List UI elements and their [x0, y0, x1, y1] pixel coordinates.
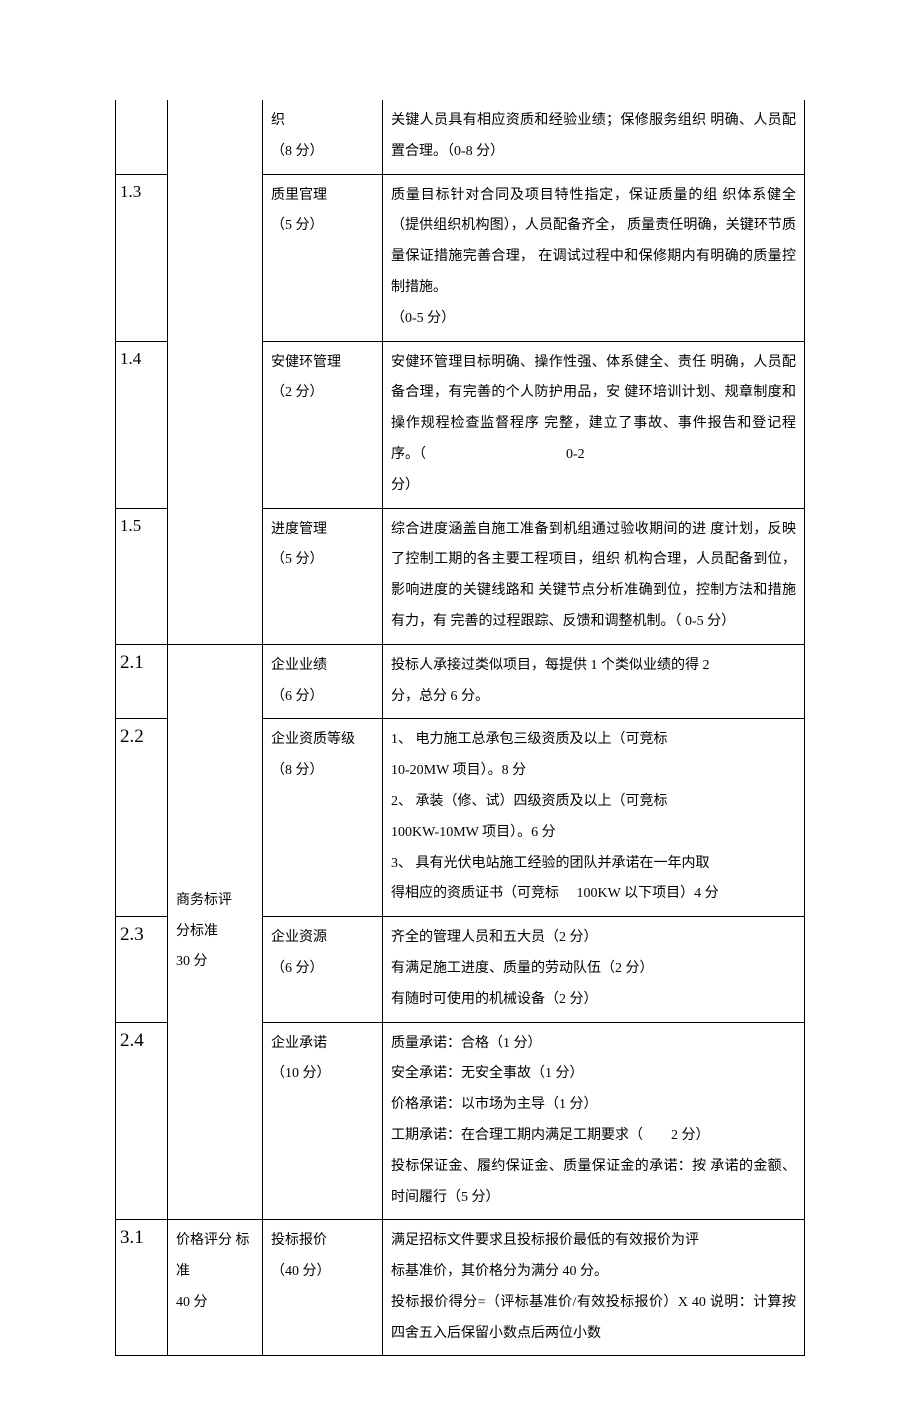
table-row: 织（8 分） 关键人员具有相应资质和经验业绩；保修服务组织 明确、人员配置合理。… [116, 100, 805, 174]
cell-desc: 质量目标针对合同及项目特性指定，保证质量的组 织体系健全（提供组织机构图），人员… [383, 174, 805, 341]
table-row: 3.1 价格评分 标准40 分 投标报价（40 分） 满足招标文件要求且投标报价… [116, 1220, 805, 1356]
cell-desc: 关键人员具有相应资质和经验业绩；保修服务组织 明确、人员配置合理。（0-8 分） [383, 100, 805, 174]
cell-desc: 1、 电力施工总承包三级资质及以上（可竞标10-20MW 项目）。8 分2、 承… [383, 719, 805, 917]
cell-cat: 商务标评分标准30 分 [168, 644, 263, 1220]
cell-num: 1.5 [116, 508, 168, 644]
cell-num: 1.4 [116, 341, 168, 508]
cell-item: 企业资质等级（8 分） [263, 719, 383, 917]
cell-desc: 投标人承接过类似项目，每提供 1 个类似业绩的得 2分，总分 6 分。 [383, 644, 805, 719]
cell-num: 3.1 [116, 1220, 168, 1356]
cell-cat: 价格评分 标准40 分 [168, 1220, 263, 1356]
cell-desc: 质量承诺：合格（1 分）安全承诺：无安全事故（1 分）价格承诺：以市场为主导（1… [383, 1022, 805, 1220]
cell-item: 质里官理（5 分） [263, 174, 383, 341]
cell-num: 2.2 [116, 719, 168, 917]
cell-num: 2.3 [116, 917, 168, 1022]
cell-num: 2.4 [116, 1022, 168, 1220]
cell-desc: 安健环管理目标明确、操作性强、体系健全、责任 明确，人员配备合理，有完善的个人防… [383, 341, 805, 508]
cell-item: 投标报价（40 分） [263, 1220, 383, 1356]
table-row: 2.1 商务标评分标准30 分 企业业绩（6 分） 投标人承接过类似项目，每提供… [116, 644, 805, 719]
cell-cat [168, 100, 263, 644]
cell-num: 1.3 [116, 174, 168, 341]
cell-num: 2.1 [116, 644, 168, 719]
cell-num [116, 100, 168, 174]
cell-item: 企业资源（6 分） [263, 917, 383, 1022]
scoring-table: 织（8 分） 关键人员具有相应资质和经验业绩；保修服务组织 明确、人员配置合理。… [115, 100, 805, 1356]
cell-item: 织（8 分） [263, 100, 383, 174]
cell-item: 安健环管理（2 分） [263, 341, 383, 508]
cell-desc: 齐全的管理人员和五大员（2 分）有满足施工进度、质量的劳动队伍（2 分）有随时可… [383, 917, 805, 1022]
cell-item: 企业业绩（6 分） [263, 644, 383, 719]
cell-desc: 满足招标文件要求且投标报价最低的有效报价为评标基准价，其价格分为满分 40 分。… [383, 1220, 805, 1356]
cell-item: 进度管理（5 分） [263, 508, 383, 644]
cell-desc: 综合进度涵盖自施工准备到机组通过验收期间的进 度计划，反映了控制工期的各主要工程… [383, 508, 805, 644]
cell-item: 企业承诺（10 分） [263, 1022, 383, 1220]
